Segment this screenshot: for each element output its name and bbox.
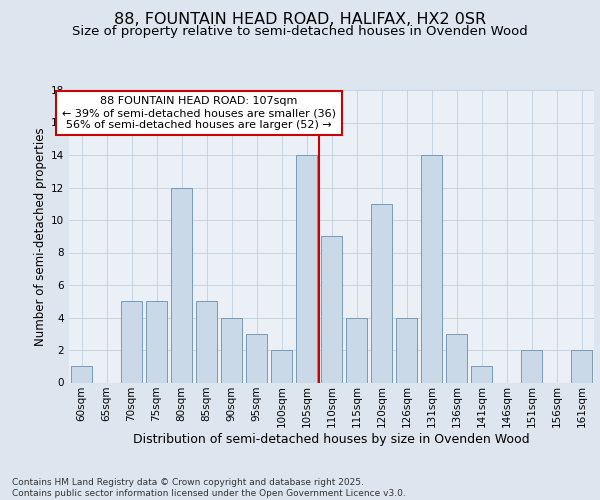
X-axis label: Distribution of semi-detached houses by size in Ovenden Wood: Distribution of semi-detached houses by … — [133, 433, 530, 446]
Bar — [396, 318, 417, 382]
Bar — [246, 334, 267, 382]
Bar — [471, 366, 492, 382]
Bar — [171, 188, 192, 382]
Bar — [271, 350, 292, 382]
Text: 88, FOUNTAIN HEAD ROAD, HALIFAX, HX2 0SR: 88, FOUNTAIN HEAD ROAD, HALIFAX, HX2 0SR — [114, 12, 486, 28]
Bar — [71, 366, 92, 382]
Bar — [346, 318, 367, 382]
Text: 88 FOUNTAIN HEAD ROAD: 107sqm
← 39% of semi-detached houses are smaller (36)
56%: 88 FOUNTAIN HEAD ROAD: 107sqm ← 39% of s… — [62, 96, 336, 130]
Bar — [121, 301, 142, 382]
Text: Contains HM Land Registry data © Crown copyright and database right 2025.
Contai: Contains HM Land Registry data © Crown c… — [12, 478, 406, 498]
Bar — [421, 155, 442, 382]
Bar — [371, 204, 392, 382]
Bar — [296, 155, 317, 382]
Bar — [521, 350, 542, 382]
Bar — [321, 236, 342, 382]
Text: Size of property relative to semi-detached houses in Ovenden Wood: Size of property relative to semi-detach… — [72, 25, 528, 38]
Y-axis label: Number of semi-detached properties: Number of semi-detached properties — [34, 127, 47, 346]
Bar — [146, 301, 167, 382]
Bar — [221, 318, 242, 382]
Bar — [196, 301, 217, 382]
Bar — [446, 334, 467, 382]
Bar — [571, 350, 592, 382]
